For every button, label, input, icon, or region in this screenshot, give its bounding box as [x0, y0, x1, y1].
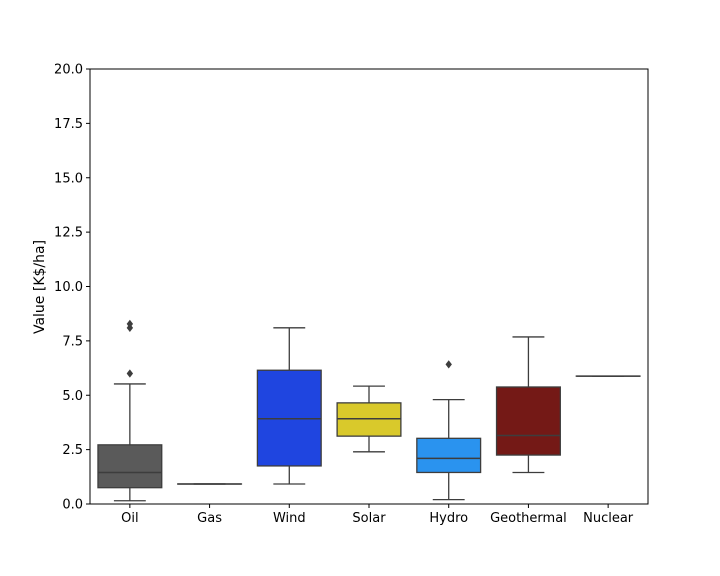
outlier-point: [445, 360, 452, 369]
box-iqr: [495, 386, 561, 456]
x-tick-label: Gas: [197, 511, 222, 526]
x-tick-label: Nuclear: [583, 511, 634, 526]
axes: 0.0 2.5 5.0 7.5 10.0 12.5 15.0 17.5 20.0 Oil Gas Wi…: [54, 63, 634, 527]
box-hydro: [416, 360, 482, 501]
y-tick-label: 20.0: [54, 63, 83, 78]
x-tick-label: Geothermal: [490, 511, 567, 526]
y-tick-label: 17.5: [54, 117, 83, 132]
y-tick-label: 10.0: [54, 280, 83, 295]
y-tick-label: 2.5: [62, 443, 83, 458]
box-wind: [256, 327, 322, 485]
y-tick-label: 5.0: [62, 389, 83, 404]
y-tick-label: 7.5: [62, 334, 83, 349]
box-iqr: [97, 444, 163, 489]
y-tick-label: 15.0: [54, 171, 83, 186]
box-solar: [336, 385, 402, 453]
x-tick-label: Oil: [121, 511, 138, 526]
box-geothermal: [495, 336, 561, 474]
outlier-point: [126, 319, 134, 329]
x-tick-label: Solar: [352, 511, 386, 526]
box-iqr: [416, 437, 482, 474]
plot-area: [97, 319, 641, 502]
x-tick-label: Wind: [273, 511, 306, 526]
y-tick-label: 12.5: [54, 226, 83, 241]
box-oil: [97, 319, 163, 502]
outlier-point: [126, 369, 134, 378]
y-axis-label: Value [K$/ha]: [32, 240, 48, 334]
y-tick-label: 0.0: [62, 498, 83, 513]
box-iqr: [336, 402, 402, 437]
x-tick-label: Hydro: [429, 511, 468, 526]
